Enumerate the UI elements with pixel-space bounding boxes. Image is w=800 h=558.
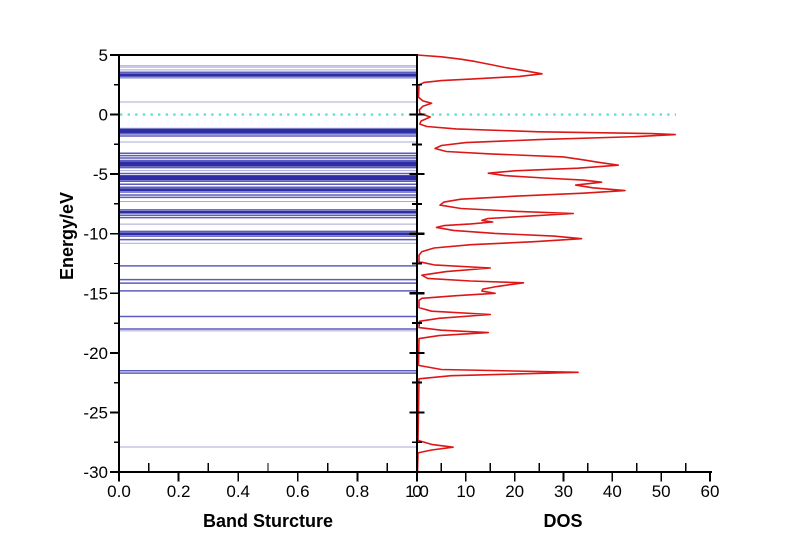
band-x-tick-label: 0.8 [346, 482, 370, 501]
dos-x-tick-label: 60 [701, 482, 720, 501]
y-tick-label: -10 [83, 225, 108, 244]
dos-panel-x-axis-title: DOS [543, 511, 583, 531]
band-x-tick-label: 0.0 [107, 482, 131, 501]
y-tick-label: -30 [83, 463, 108, 482]
y-tick-label: 0 [99, 106, 108, 125]
y-axis-title: Energy/eV [57, 191, 77, 281]
y-tick-label: -5 [93, 165, 108, 184]
dos-x-tick-label: 30 [554, 482, 573, 501]
band-panel-x-axis-title: Band Sturcture [202, 511, 334, 531]
y-tick-label: 5 [99, 46, 108, 65]
band-x-tick-label: 0.4 [226, 482, 250, 501]
dos-x-tick-label: 0 [412, 482, 421, 501]
band-x-tick-label: 0.6 [286, 482, 310, 501]
band-x-tick-label: 0.2 [167, 482, 191, 501]
y-tick-label: -25 [83, 403, 108, 422]
y-tick-label: -15 [83, 284, 108, 303]
y-tick-label: -20 [83, 344, 108, 363]
dos-curve [416, 54, 677, 473]
band-x-tick-label: 1.0 [405, 482, 429, 501]
dos-x-tick-label: 40 [603, 482, 622, 501]
dos-x-tick-label: 10 [456, 482, 475, 501]
dos-x-tick-label: 20 [505, 482, 524, 501]
dos-x-tick-label: 50 [652, 482, 671, 501]
